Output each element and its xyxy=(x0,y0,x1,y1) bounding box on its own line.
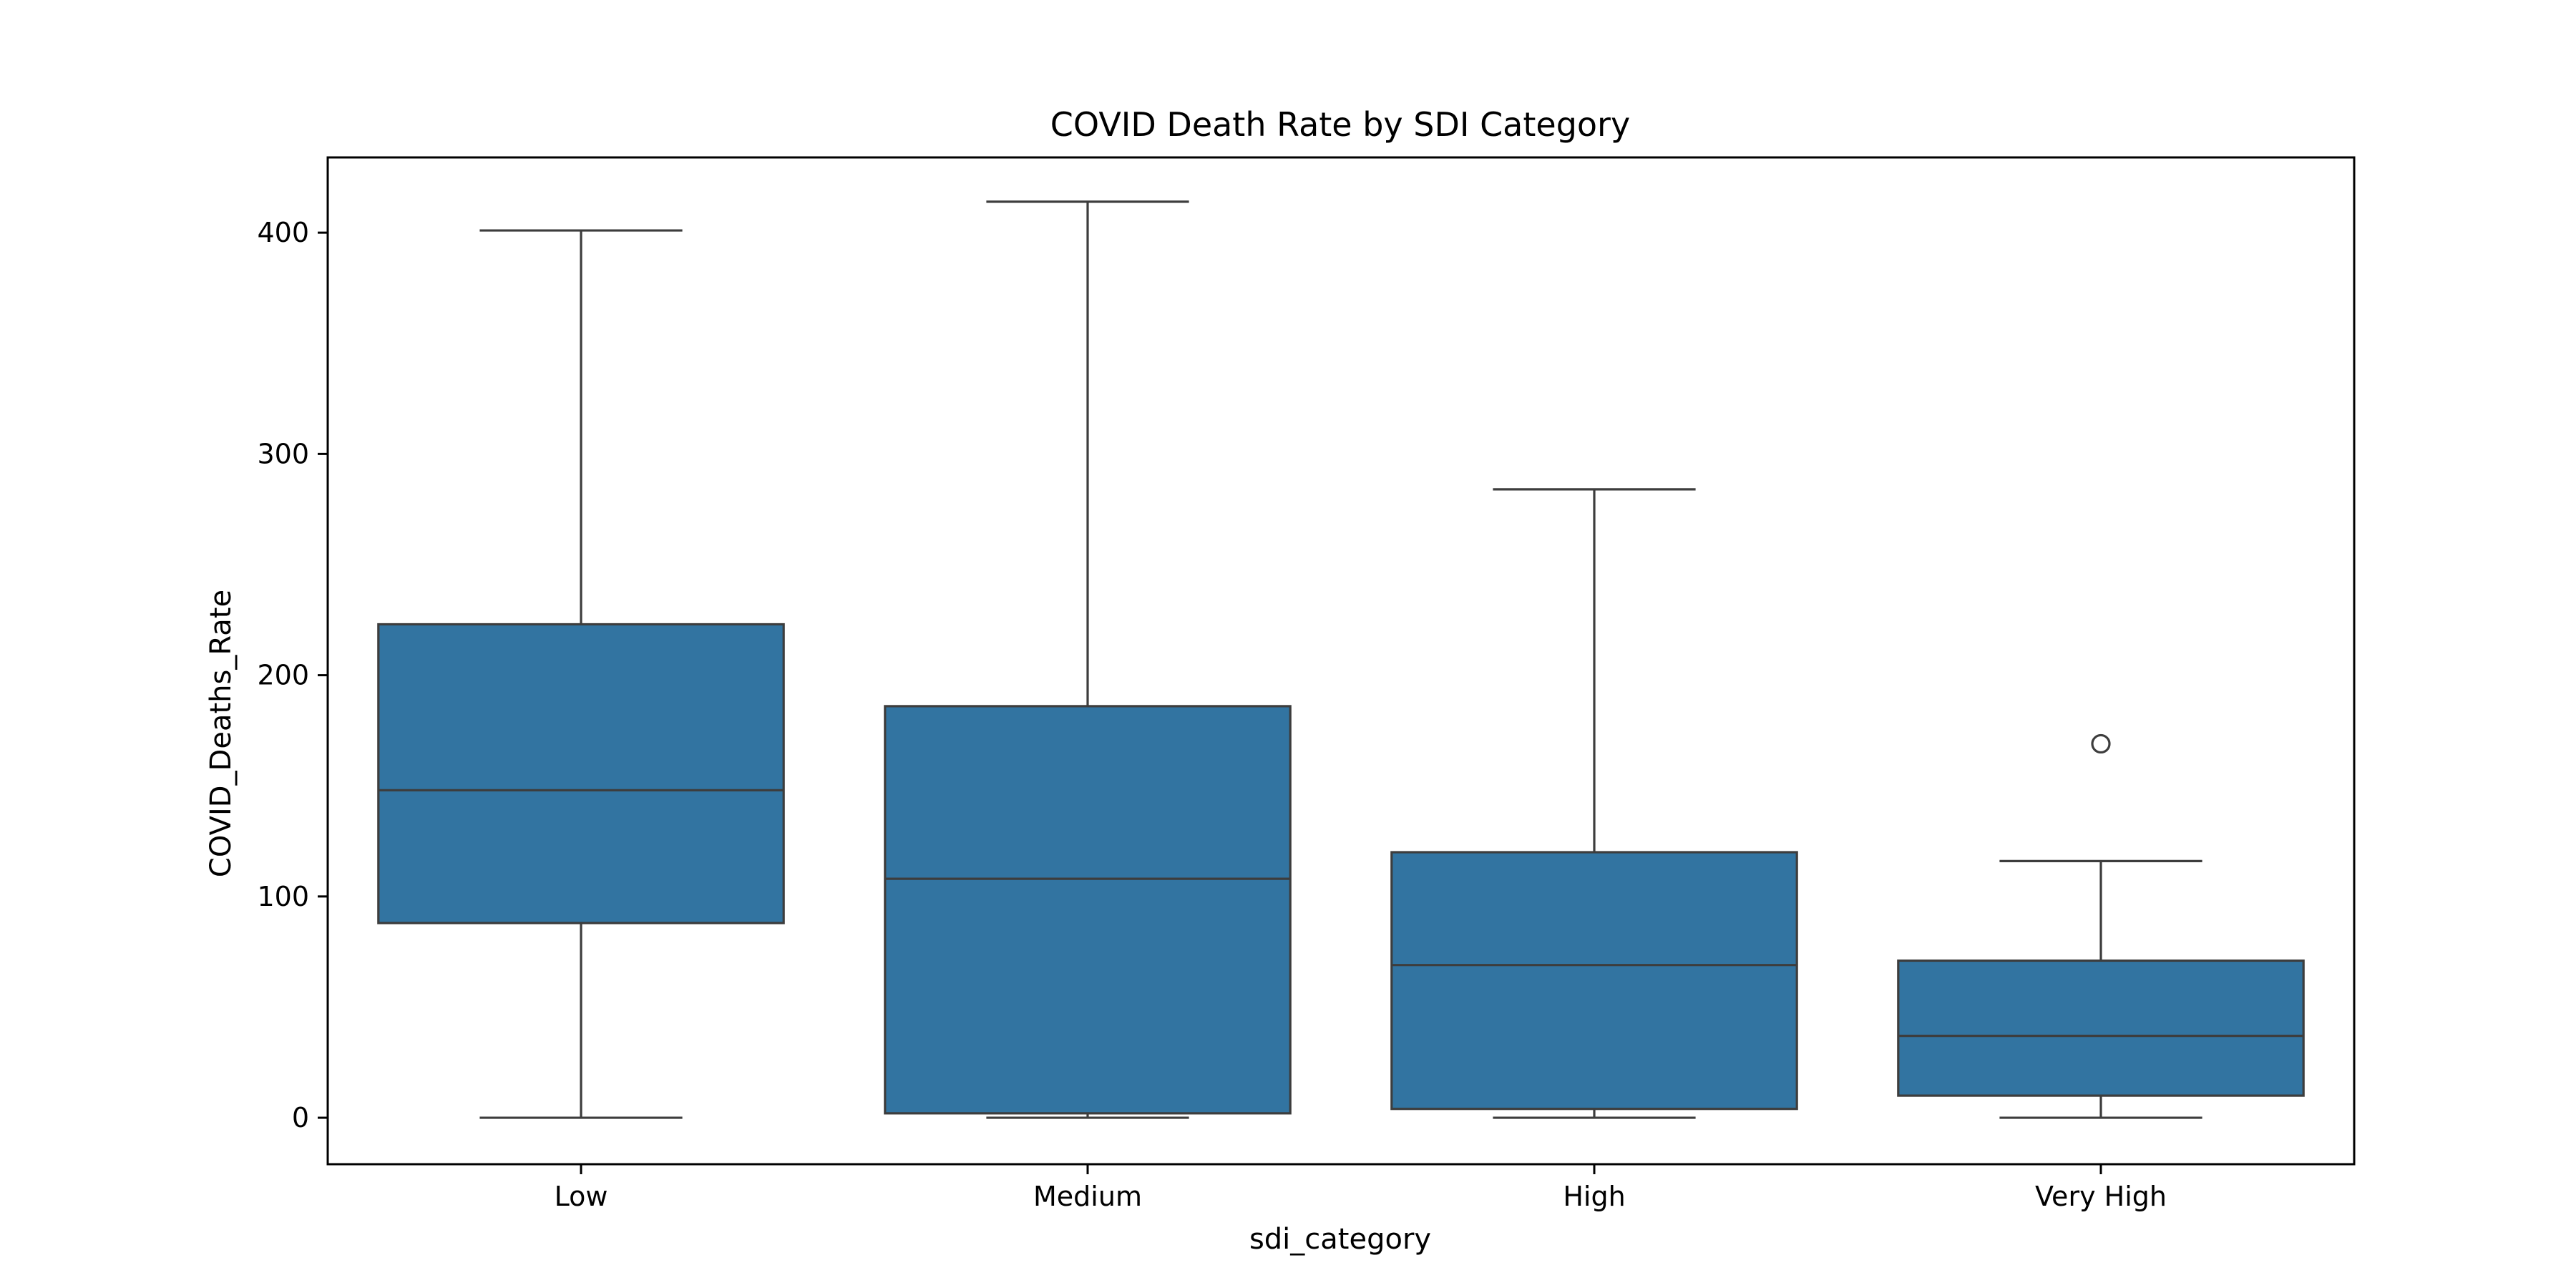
iqr-box xyxy=(884,705,1292,1115)
x-tick-label: High xyxy=(1563,1181,1625,1212)
box-group-low xyxy=(377,229,785,1119)
y-tick-label: 300 xyxy=(257,438,309,469)
plot-frame xyxy=(326,156,2356,1166)
y-axis: 0 100 200 300 400 xyxy=(257,217,328,1133)
x-tick-label: Medium xyxy=(1033,1181,1142,1212)
y-tick-label: 200 xyxy=(257,660,309,691)
plot-area xyxy=(377,200,2305,1119)
box-group-medium xyxy=(884,200,1292,1119)
x-axis-label: sdi_category xyxy=(1249,1223,1431,1256)
chart-title: COVID Death Rate by SDI Category xyxy=(1050,105,1630,144)
iqr-box xyxy=(377,623,785,924)
y-tick-label: 100 xyxy=(257,881,309,912)
y-tick-label: 400 xyxy=(257,217,309,248)
y-tick-label: 0 xyxy=(292,1102,309,1133)
box-group-high xyxy=(1390,488,1798,1119)
outlier-point xyxy=(2091,733,2111,754)
box-group-very-high xyxy=(1897,733,2305,1119)
y-axis-label: COVID_Deaths_Rate xyxy=(205,590,238,877)
iqr-box xyxy=(1897,959,2305,1097)
iqr-box xyxy=(1390,851,1798,1111)
x-tick-label: Very High xyxy=(2035,1181,2167,1212)
x-axis: Low Medium High Very High xyxy=(555,1164,2167,1212)
x-tick-label: Low xyxy=(555,1181,608,1212)
